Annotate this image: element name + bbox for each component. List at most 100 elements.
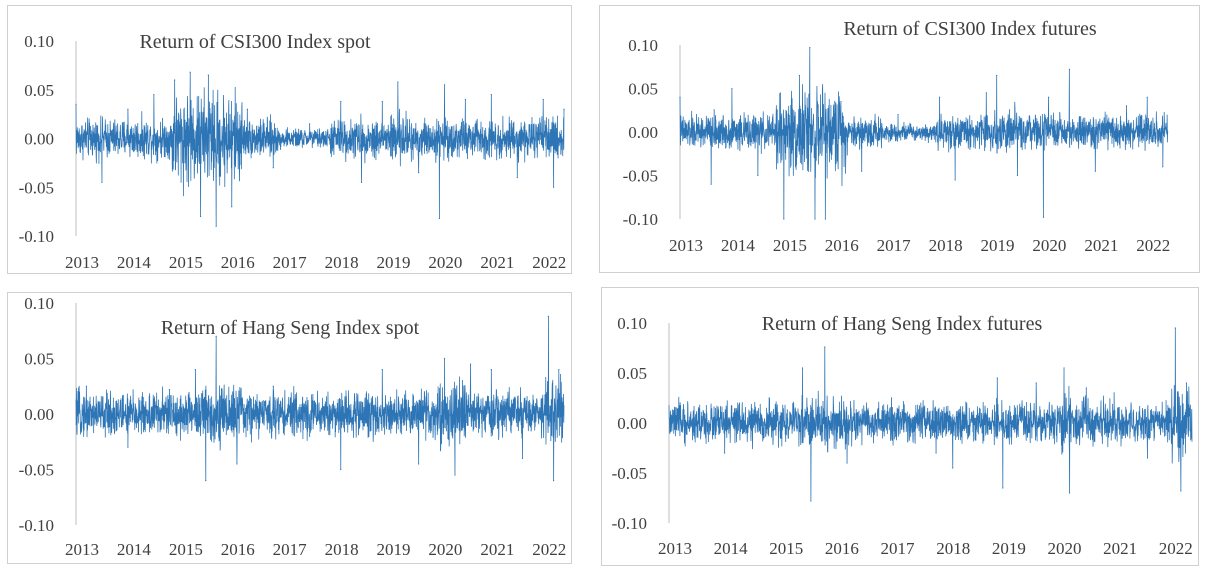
- x-tick-label: 2017: [273, 540, 308, 559]
- x-tick-label: 2015: [169, 253, 203, 272]
- data-point: [1016, 174, 1019, 177]
- y-tick-label: -0.05: [19, 461, 54, 480]
- data-point: [1047, 96, 1050, 98]
- x-tick-label: 2019: [376, 540, 410, 559]
- data-point: [189, 71, 191, 73]
- data-point: [1146, 457, 1149, 459]
- x-tick-label: 2020: [428, 253, 462, 272]
- data-point: [340, 468, 342, 471]
- y-tick-label: 0.05: [628, 80, 658, 99]
- data-point: [1002, 487, 1004, 489]
- data-point: [1125, 105, 1128, 107]
- data-point: [558, 369, 560, 371]
- y-tick-label: -0.05: [612, 464, 647, 483]
- data-point: [438, 217, 441, 220]
- series-line: [668, 327, 1193, 502]
- x-tick-label: 2018: [325, 540, 359, 559]
- data-point: [85, 385, 87, 387]
- x-tick-label: 2022: [1136, 236, 1170, 255]
- x-tick-label: 2017: [273, 253, 308, 272]
- data-point: [809, 47, 811, 49]
- data-point: [381, 369, 383, 371]
- data-point: [516, 176, 518, 179]
- series-line: [75, 72, 565, 227]
- data-point: [127, 108, 129, 110]
- data-point: [207, 74, 209, 76]
- x-tick-label: 2017: [877, 236, 912, 255]
- x-tick-label: 2015: [773, 236, 807, 255]
- data-point: [783, 218, 785, 220]
- data-point: [443, 84, 446, 86]
- x-tick-label: 2021: [480, 540, 514, 559]
- x-tick-label: 2015: [169, 540, 203, 559]
- data-point: [443, 357, 446, 360]
- data-point: [679, 96, 681, 98]
- x-tick-label: 2018: [936, 539, 970, 558]
- y-tick-label: -0.10: [19, 516, 54, 535]
- data-point: [231, 206, 233, 208]
- x-tick-label: 2015: [769, 539, 803, 558]
- y-tick-label: -0.05: [19, 178, 54, 197]
- y-tick-label: 0.00: [24, 130, 54, 149]
- x-tick-label: 2017: [881, 539, 916, 558]
- data-point: [418, 172, 420, 174]
- data-point: [710, 183, 712, 185]
- data-point: [553, 186, 555, 188]
- data-point: [1063, 367, 1065, 369]
- data-point: [985, 92, 987, 94]
- data-point: [814, 218, 816, 220]
- data-point: [490, 94, 492, 96]
- y-tick-label: 0.05: [24, 350, 54, 369]
- data-point: [1085, 387, 1087, 389]
- data-point: [1068, 68, 1070, 70]
- data-point: [553, 480, 555, 482]
- data-point: [996, 377, 998, 379]
- data-point: [897, 114, 899, 116]
- x-tick-label: 2013: [658, 539, 692, 558]
- x-tick-label: 2020: [1047, 539, 1081, 558]
- chart-title: Return of Hang Seng Index futures: [762, 313, 1043, 335]
- data-point: [199, 215, 202, 218]
- data-point: [490, 369, 492, 371]
- y-tick-label: 0.10: [24, 294, 54, 313]
- data-point: [810, 500, 812, 502]
- data-point: [1094, 170, 1096, 172]
- x-tick-label: 2014: [721, 236, 756, 255]
- x-tick-label: 2013: [669, 236, 703, 255]
- x-tick-label: 2021: [480, 253, 514, 272]
- x-tick-label: 2019: [376, 253, 410, 272]
- chart-svg: Return of Hang Seng Index futures -0.10 -0…: [612, 313, 1193, 558]
- series-line: [75, 316, 565, 481]
- y-tick-label: 0.10: [24, 32, 54, 51]
- data-point: [1035, 382, 1037, 384]
- y-tick-label: 0.00: [628, 123, 658, 142]
- data-point: [309, 123, 311, 125]
- y-tick-label: -0.10: [19, 227, 54, 246]
- chart-title: Return of Hang Seng Index spot: [161, 317, 420, 339]
- data-point: [101, 181, 103, 183]
- chart-panel-csi300-spot: Return of CSI300 Index spot -0.10 -0.05 0.0…: [7, 5, 572, 274]
- data-point: [824, 346, 826, 348]
- data-point: [127, 446, 129, 448]
- x-tick-label: 2022: [532, 253, 566, 272]
- data-point: [272, 167, 274, 169]
- x-tick-label: 2020: [428, 540, 462, 559]
- data-point: [418, 463, 420, 465]
- data-point: [272, 385, 274, 387]
- chart-panel-hang-seng-futures: Return of Hang Seng Index futures -0.10 -0…: [601, 287, 1199, 566]
- data-point: [768, 397, 770, 399]
- data-point: [563, 108, 565, 110]
- y-tick-label: -0.10: [612, 514, 647, 533]
- x-tick-label: 2016: [825, 236, 859, 255]
- data-point: [309, 435, 311, 437]
- data-point: [954, 179, 956, 181]
- data-point: [1146, 96, 1148, 98]
- chart-svg: Return of CSI300 Index futures -0.10 -0.05…: [623, 18, 1171, 255]
- y-tick-label: 0.05: [617, 364, 647, 383]
- x-tick-label: 2014: [117, 253, 152, 272]
- x-tick-label: 2021: [1084, 236, 1118, 255]
- x-tick-label: 2014: [117, 540, 152, 559]
- x-tick-label: 2019: [992, 539, 1026, 558]
- data-point: [890, 397, 893, 399]
- data-point: [75, 103, 77, 105]
